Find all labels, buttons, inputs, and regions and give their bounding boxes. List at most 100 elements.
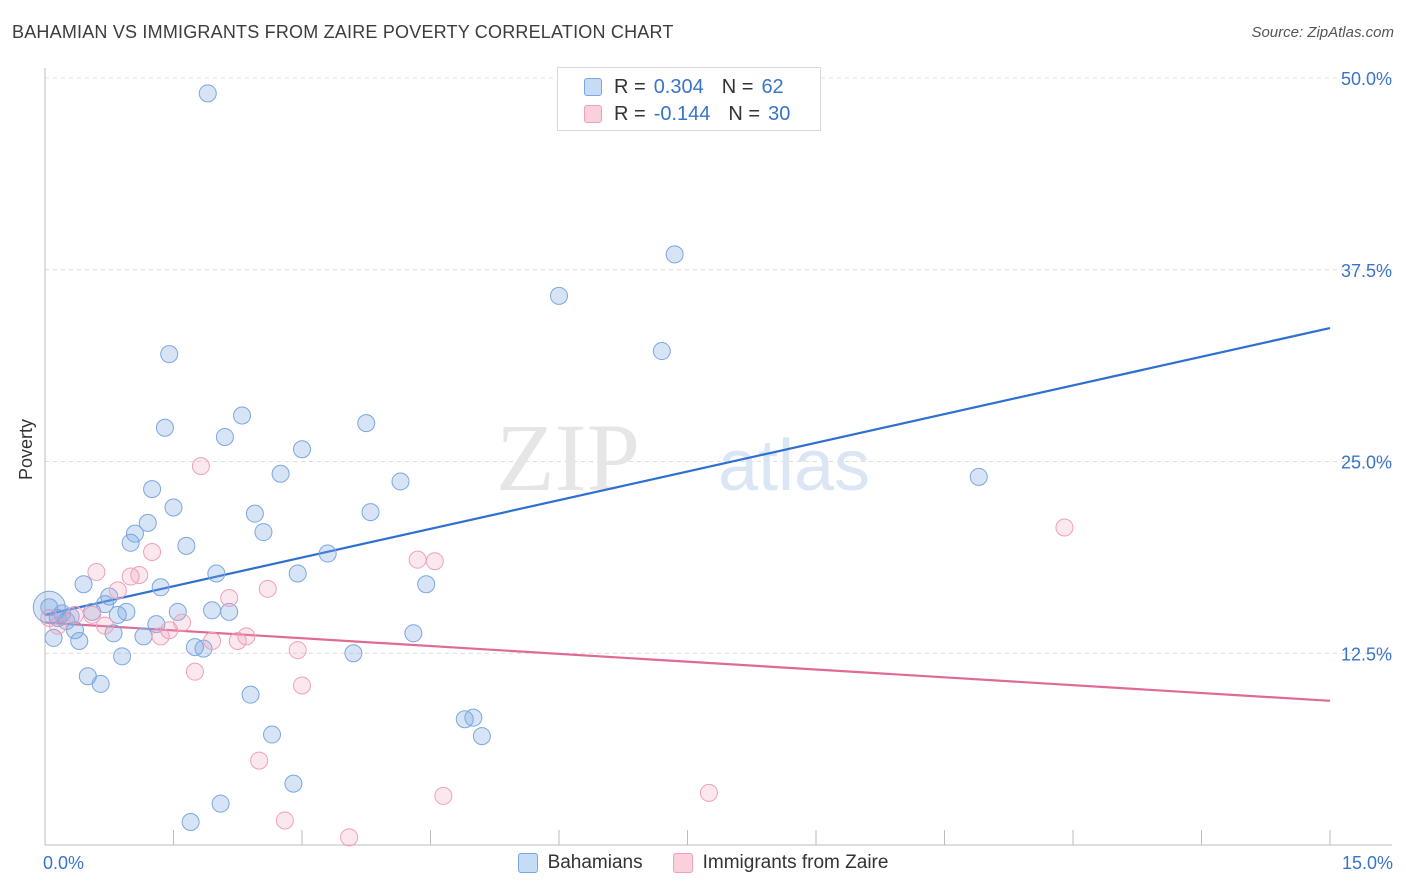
point-bahamians	[74, 575, 93, 594]
legend-row-zaire: R = -0.144 N = 30	[584, 102, 790, 126]
legend-n-label: N =	[721, 75, 754, 98]
legend-n-label: N =	[728, 102, 761, 125]
stats-legend: R = 0.304 N = 62 R = -0.144 N = 30	[557, 67, 821, 131]
point-zaire	[258, 579, 277, 598]
grid-layer	[45, 77, 1392, 654]
point-zaire	[95, 616, 114, 635]
point-bahamians	[254, 523, 273, 542]
legend-label-bahamians: Bahamians	[547, 852, 643, 873]
point-zaire	[340, 828, 359, 847]
point-bahamians	[417, 575, 436, 594]
point-bahamians	[168, 602, 187, 621]
point-bahamians	[233, 406, 252, 425]
point-zaire	[48, 616, 67, 635]
point-bahamians	[138, 513, 157, 532]
legend-r-value: -0.144	[653, 102, 711, 125]
y-axis-label: Poverty	[16, 418, 36, 480]
y-tick-label: 50.0%	[1341, 69, 1392, 89]
legend-swatch-zaire	[584, 105, 602, 123]
legend-item-bahamians[interactable]: Bahamians	[517, 852, 643, 874]
point-zaire	[1055, 518, 1074, 537]
point-zaire	[83, 605, 102, 624]
point-bahamians	[284, 774, 303, 793]
point-bahamians	[207, 564, 226, 583]
legend-n-value: 30	[768, 102, 791, 125]
chart-title: BAHAMIAN VS IMMIGRANTS FROM ZAIRE POVERT…	[12, 22, 674, 42]
point-bahamians	[134, 627, 153, 646]
legend-r-label: R =	[614, 102, 646, 125]
point-bahamians	[198, 84, 217, 103]
point-bahamians	[220, 602, 239, 621]
legend-r-value: 0.304	[653, 75, 704, 98]
point-bahamians	[177, 536, 196, 555]
point-zaire	[434, 786, 453, 805]
trendline-zaire	[44, 621, 1331, 702]
point-bahamians	[665, 245, 684, 264]
point-zaire	[108, 581, 127, 600]
point-bahamians	[464, 708, 483, 727]
point-zaire	[250, 751, 269, 770]
point-bahamians	[550, 286, 568, 305]
legend-item-zaire[interactable]: Immigrants from Zaire	[672, 852, 889, 874]
y-tick-label: 25.0%	[1341, 453, 1392, 473]
point-bahamians	[70, 631, 89, 650]
point-zaire	[293, 676, 311, 695]
point-zaire	[220, 589, 239, 608]
point-bahamians	[391, 472, 410, 491]
point-zaire	[87, 562, 106, 581]
point-zaire	[228, 631, 247, 650]
point-bahamians	[203, 601, 222, 620]
source-label: Source: ZipAtlas.com	[1251, 24, 1394, 41]
point-bahamians	[215, 427, 234, 446]
point-bahamians	[263, 725, 282, 744]
legend-label-zaire: Immigrants from Zaire	[702, 852, 889, 873]
point-bahamians	[143, 480, 162, 499]
point-zaire	[203, 631, 222, 650]
point-zaire	[191, 457, 210, 476]
point-bahamians	[271, 464, 290, 483]
point-bahamians	[472, 727, 491, 746]
point-zaire	[288, 641, 307, 660]
point-bahamians	[113, 647, 132, 666]
points-layer	[32, 84, 1074, 847]
y-tick-label: 37.5%	[1341, 261, 1392, 281]
point-bahamians	[361, 503, 380, 522]
y-tick-label: 12.5%	[1341, 644, 1392, 664]
x-tick-label: 0.0%	[43, 853, 84, 873]
trend-layer	[44, 326, 1331, 702]
point-bahamians-large	[32, 590, 66, 624]
watermark-atlas: atlas	[718, 426, 870, 506]
series-legend: Bahamians Immigrants from Zaire	[0, 852, 1406, 874]
point-bahamians	[117, 602, 136, 621]
point-bahamians	[344, 644, 363, 663]
trendline-bahamians	[44, 326, 1331, 616]
point-bahamians	[65, 621, 84, 640]
legend-r-label: R =	[614, 75, 646, 98]
point-bahamians	[91, 674, 110, 693]
legend-n-value: 62	[761, 75, 784, 98]
tick-label-layer: 12.5% 25.0% 37.5% 50.0% 0.0% 15.0%	[43, 69, 1393, 873]
point-zaire	[275, 811, 294, 830]
point-bahamians	[404, 624, 423, 643]
point-bahamians	[245, 504, 264, 523]
point-zaire	[143, 543, 162, 562]
point-zaire	[408, 550, 427, 569]
point-bahamians	[125, 524, 144, 543]
point-bahamians	[288, 564, 307, 583]
axis-layer	[44, 68, 1392, 846]
legend-swatch-bahamians	[584, 78, 602, 96]
point-bahamians	[151, 578, 170, 597]
point-bahamians	[121, 533, 140, 552]
point-zaire	[425, 552, 444, 571]
legend-row-bahamians: R = 0.304 N = 62	[584, 75, 784, 99]
point-bahamians	[652, 342, 671, 361]
point-zaire	[237, 627, 256, 646]
point-bahamians	[211, 794, 230, 813]
point-bahamians	[160, 345, 179, 364]
point-zaire	[173, 613, 192, 632]
point-bahamians	[293, 440, 311, 459]
point-bahamians	[155, 418, 174, 437]
point-zaire	[65, 605, 84, 624]
legend-swatch-bahamians	[517, 853, 538, 873]
